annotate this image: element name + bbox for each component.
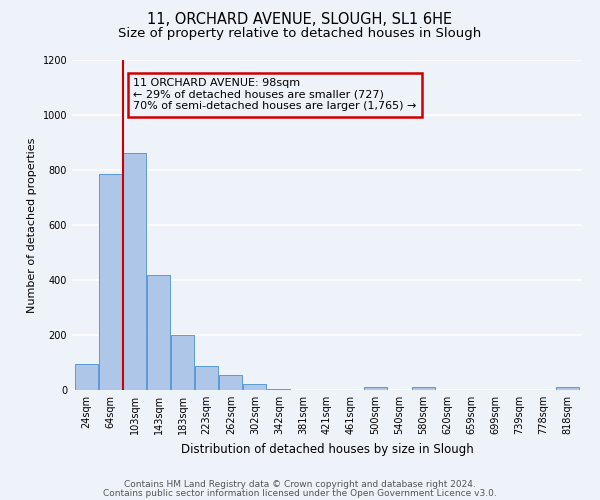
Bar bbox=[123, 152, 146, 390]
Text: Contains HM Land Registry data © Crown copyright and database right 2024.: Contains HM Land Registry data © Crown c… bbox=[124, 480, 476, 489]
Bar bbox=[556, 386, 579, 390]
Bar bbox=[412, 386, 434, 390]
Bar bbox=[244, 384, 266, 390]
Bar bbox=[171, 335, 194, 390]
Bar bbox=[268, 388, 290, 390]
Bar bbox=[195, 366, 218, 390]
Bar bbox=[99, 174, 122, 390]
Text: 11, ORCHARD AVENUE, SLOUGH, SL1 6HE: 11, ORCHARD AVENUE, SLOUGH, SL1 6HE bbox=[148, 12, 452, 28]
Text: Size of property relative to detached houses in Slough: Size of property relative to detached ho… bbox=[118, 28, 482, 40]
Bar bbox=[147, 274, 170, 390]
Bar bbox=[220, 376, 242, 390]
X-axis label: Distribution of detached houses by size in Slough: Distribution of detached houses by size … bbox=[181, 442, 473, 456]
Y-axis label: Number of detached properties: Number of detached properties bbox=[27, 138, 37, 312]
Bar bbox=[75, 364, 98, 390]
Text: 11 ORCHARD AVENUE: 98sqm
← 29% of detached houses are smaller (727)
70% of semi-: 11 ORCHARD AVENUE: 98sqm ← 29% of detach… bbox=[133, 78, 416, 112]
Text: Contains public sector information licensed under the Open Government Licence v3: Contains public sector information licen… bbox=[103, 488, 497, 498]
Bar bbox=[364, 386, 386, 390]
